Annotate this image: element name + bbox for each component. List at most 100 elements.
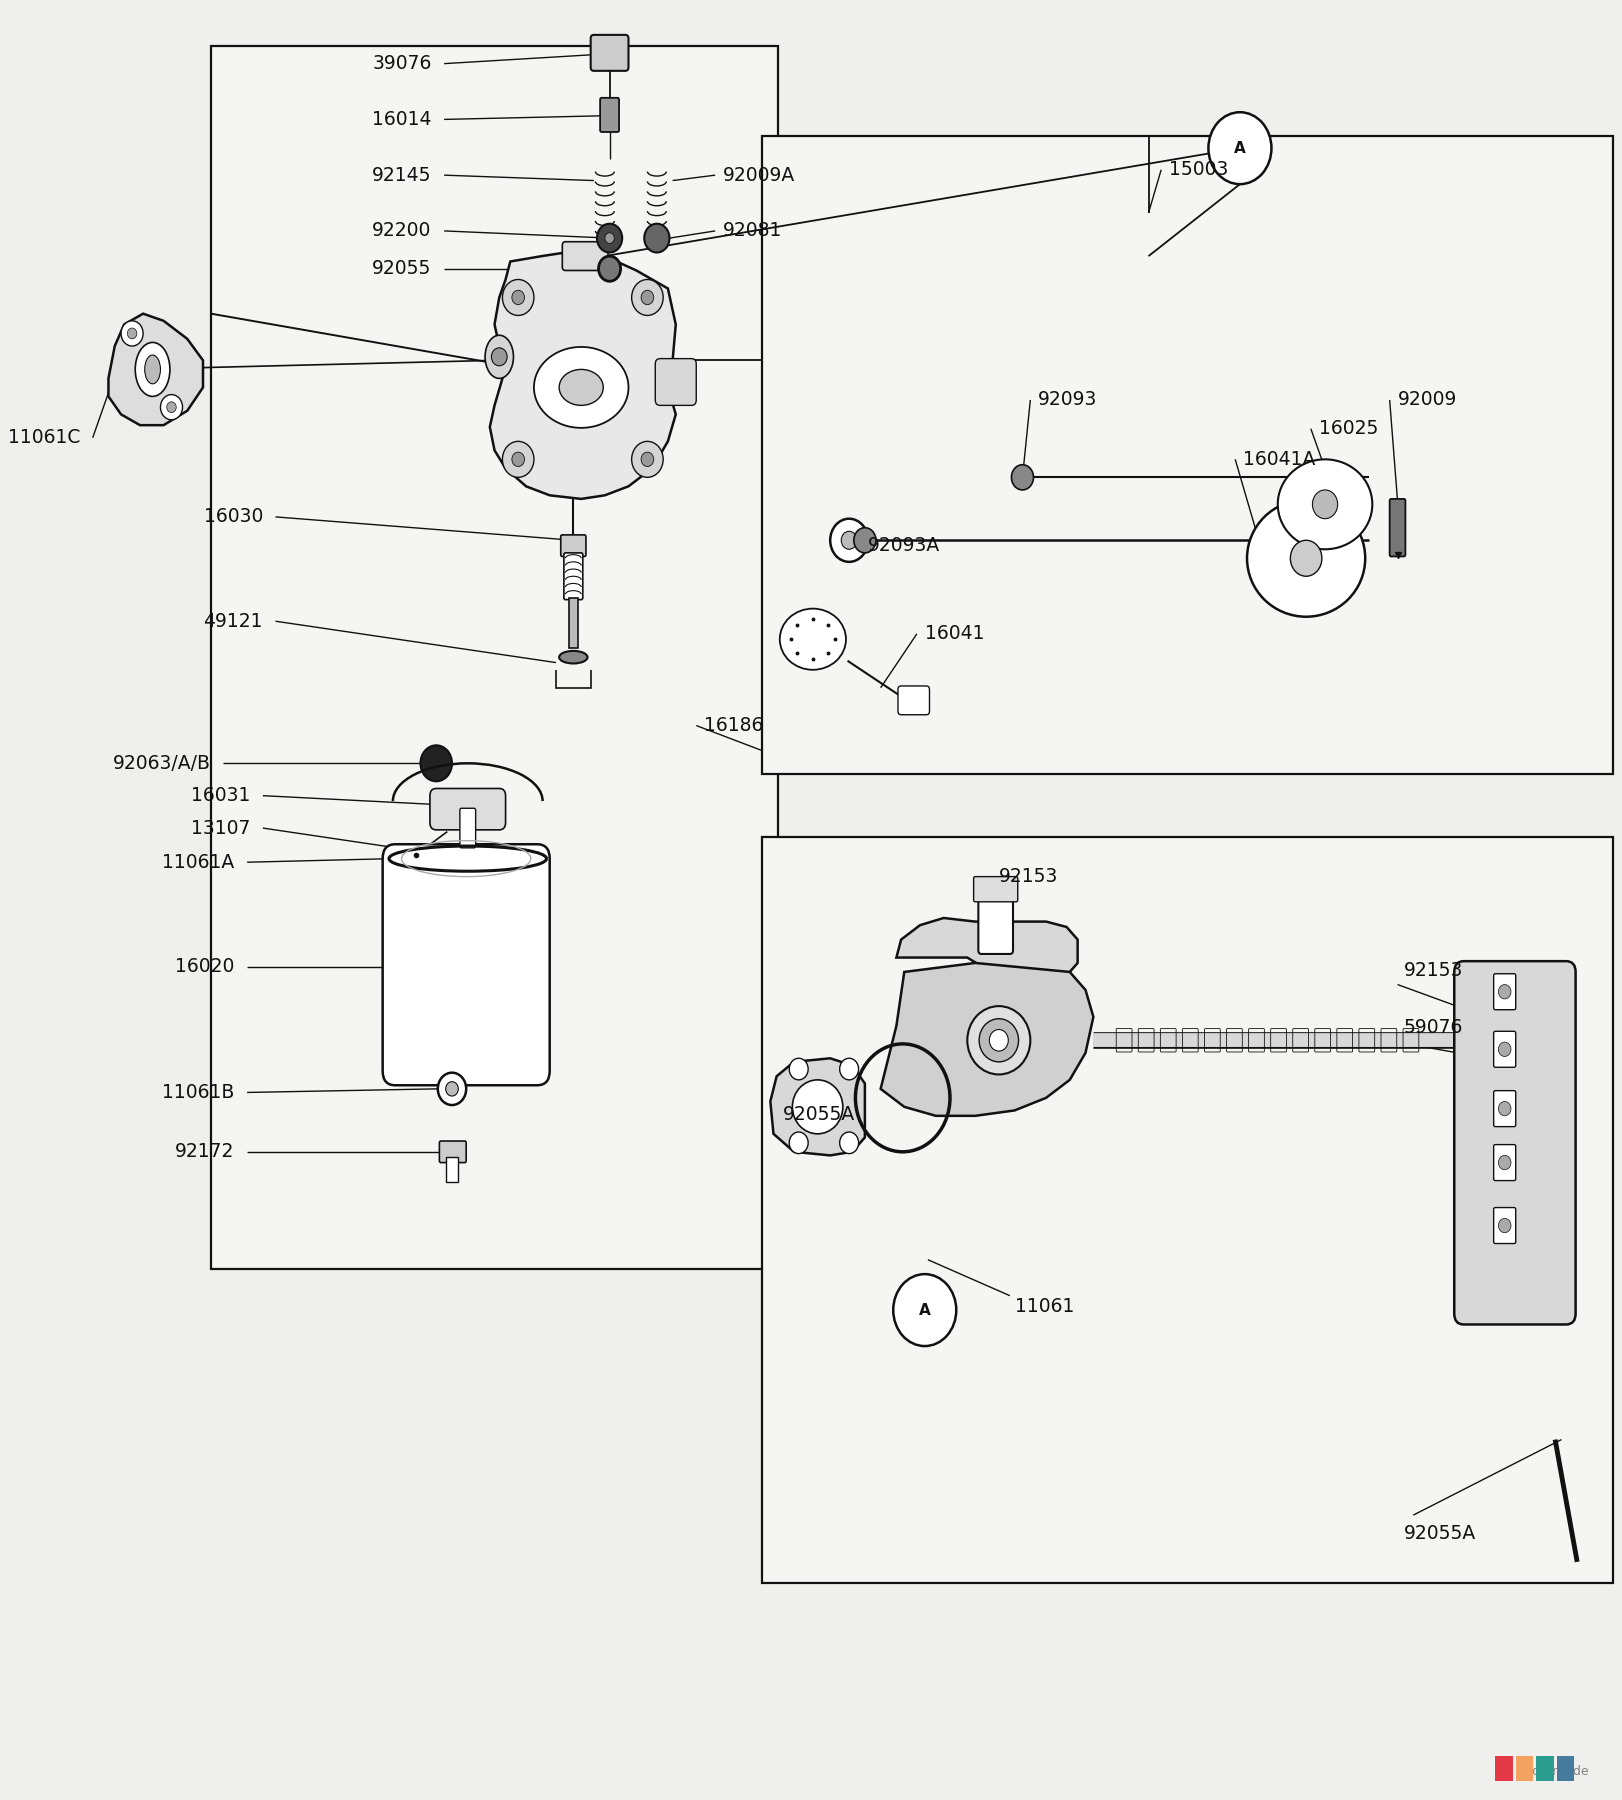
Text: 16025: 16025	[1319, 419, 1379, 437]
Polygon shape	[881, 963, 1093, 1116]
Text: 92172: 92172	[175, 1143, 235, 1161]
Text: 92009: 92009	[1398, 391, 1457, 409]
Circle shape	[605, 232, 615, 243]
Bar	[1495, 1757, 1513, 1782]
Polygon shape	[109, 313, 203, 425]
FancyBboxPatch shape	[1494, 974, 1515, 1010]
Ellipse shape	[780, 608, 847, 670]
Text: 92200: 92200	[371, 221, 431, 241]
Circle shape	[790, 1058, 808, 1080]
Circle shape	[503, 441, 534, 477]
Text: 11061B: 11061B	[162, 1084, 235, 1102]
Circle shape	[122, 320, 143, 346]
Text: 11061C: 11061C	[8, 428, 79, 446]
Ellipse shape	[989, 1030, 1009, 1051]
Text: 92055A: 92055A	[1403, 1523, 1476, 1543]
Circle shape	[438, 1073, 466, 1105]
Text: 16041A: 16041A	[1242, 450, 1315, 468]
Text: 92093A: 92093A	[868, 536, 941, 554]
Text: 16186: 16186	[704, 716, 764, 734]
FancyBboxPatch shape	[564, 553, 582, 599]
Circle shape	[894, 1274, 957, 1346]
Text: 92153: 92153	[999, 868, 1058, 886]
FancyBboxPatch shape	[383, 844, 550, 1085]
Circle shape	[853, 527, 876, 553]
Circle shape	[840, 1132, 858, 1154]
Ellipse shape	[135, 342, 170, 396]
Text: 39076: 39076	[371, 54, 431, 74]
Text: motoruf.de: motoruf.de	[1521, 1764, 1590, 1778]
Circle shape	[161, 394, 183, 419]
Text: 16014: 16014	[371, 110, 431, 130]
FancyBboxPatch shape	[590, 34, 628, 70]
FancyBboxPatch shape	[446, 1157, 459, 1183]
Text: 15003: 15003	[1169, 160, 1228, 180]
Ellipse shape	[485, 335, 514, 378]
Circle shape	[840, 1058, 858, 1080]
FancyBboxPatch shape	[978, 893, 1014, 954]
Polygon shape	[897, 918, 1077, 981]
Circle shape	[513, 452, 524, 466]
FancyBboxPatch shape	[1494, 1208, 1515, 1244]
Circle shape	[503, 279, 534, 315]
FancyBboxPatch shape	[655, 358, 696, 405]
Circle shape	[790, 1132, 808, 1154]
Polygon shape	[490, 252, 676, 499]
Circle shape	[1312, 490, 1338, 518]
Text: 59076: 59076	[1403, 1019, 1463, 1037]
Text: 11061A: 11061A	[162, 853, 235, 871]
FancyBboxPatch shape	[211, 45, 779, 1269]
Circle shape	[1499, 985, 1512, 999]
Text: 92055A: 92055A	[783, 1105, 855, 1123]
FancyBboxPatch shape	[762, 837, 1614, 1584]
Circle shape	[842, 531, 856, 549]
Circle shape	[641, 452, 654, 466]
FancyBboxPatch shape	[1390, 499, 1405, 556]
FancyBboxPatch shape	[1494, 1091, 1515, 1127]
Ellipse shape	[560, 652, 587, 664]
FancyBboxPatch shape	[461, 808, 475, 848]
Ellipse shape	[967, 1006, 1030, 1075]
Text: 16020: 16020	[175, 958, 235, 976]
Ellipse shape	[793, 1080, 843, 1134]
Circle shape	[420, 745, 453, 781]
Text: 13107: 13107	[191, 819, 250, 837]
Text: 92009A: 92009A	[723, 166, 795, 185]
FancyBboxPatch shape	[569, 598, 577, 648]
Text: 16031: 16031	[191, 787, 250, 805]
FancyBboxPatch shape	[1455, 961, 1575, 1325]
Text: 92055: 92055	[371, 259, 431, 279]
Circle shape	[1499, 1042, 1512, 1057]
Text: 92063/A/B: 92063/A/B	[114, 754, 211, 772]
Text: 92153: 92153	[1403, 961, 1463, 979]
Circle shape	[1499, 1219, 1512, 1233]
FancyBboxPatch shape	[762, 135, 1614, 774]
Circle shape	[446, 1082, 459, 1096]
Text: 49121: 49121	[203, 612, 263, 630]
Circle shape	[631, 279, 663, 315]
Circle shape	[1291, 540, 1322, 576]
Circle shape	[1012, 464, 1033, 490]
Circle shape	[830, 518, 868, 562]
Ellipse shape	[560, 369, 603, 405]
Ellipse shape	[1247, 500, 1366, 617]
Circle shape	[513, 290, 524, 304]
FancyBboxPatch shape	[440, 1141, 466, 1163]
Text: 11061: 11061	[1015, 1298, 1074, 1316]
Ellipse shape	[1278, 459, 1372, 549]
Ellipse shape	[980, 1019, 1019, 1062]
Circle shape	[167, 401, 177, 412]
Text: A: A	[1234, 140, 1246, 155]
Circle shape	[491, 347, 508, 365]
Circle shape	[641, 290, 654, 304]
Text: 92093: 92093	[1038, 391, 1098, 409]
Bar	[1515, 1757, 1533, 1782]
Circle shape	[128, 328, 136, 338]
Text: A: A	[920, 1303, 931, 1318]
Ellipse shape	[534, 347, 628, 428]
Polygon shape	[770, 1058, 865, 1156]
FancyBboxPatch shape	[973, 877, 1017, 902]
Text: 16041: 16041	[925, 625, 985, 643]
FancyBboxPatch shape	[561, 535, 586, 556]
Circle shape	[1499, 1102, 1512, 1116]
